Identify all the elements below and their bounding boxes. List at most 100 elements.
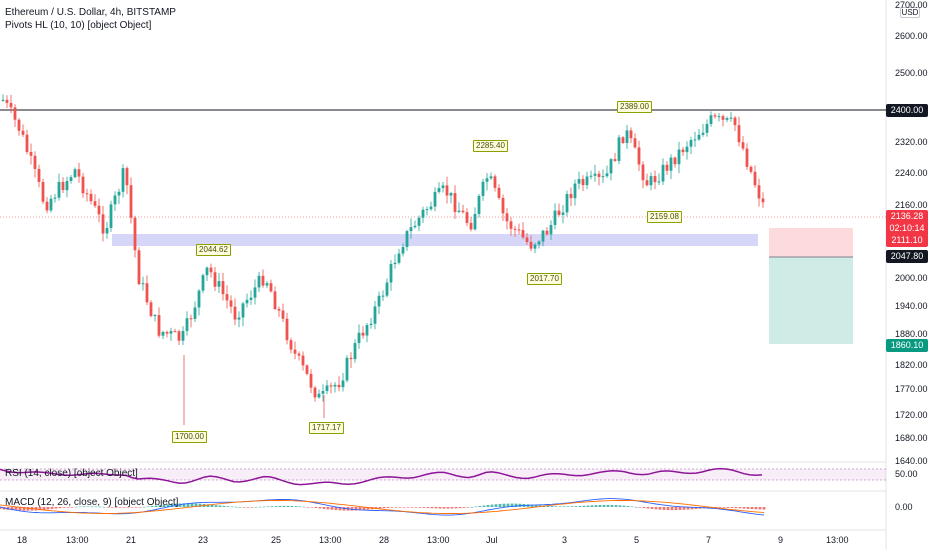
stop-loss-zone[interactable] bbox=[769, 228, 853, 257]
candle-body bbox=[657, 181, 661, 183]
price-tick: 1820.00 bbox=[895, 360, 928, 370]
macd-histogram-bar bbox=[398, 507, 402, 508]
macd-histogram-bar bbox=[198, 503, 202, 507]
candle-body bbox=[569, 193, 573, 199]
candle-body bbox=[377, 295, 381, 307]
macd-histogram-bar bbox=[58, 507, 62, 509]
macd-histogram-bar bbox=[278, 505, 282, 507]
candle-body bbox=[649, 176, 653, 186]
macd-histogram-bar bbox=[630, 506, 634, 508]
time-tick: 13:00 bbox=[319, 535, 342, 545]
price-tick: 2600.00 bbox=[895, 31, 928, 41]
macd-histogram-bar bbox=[354, 507, 358, 511]
candle-body bbox=[397, 253, 401, 263]
target-price-tag[interactable]: 1860.10 bbox=[886, 339, 928, 352]
macd-histogram-bar bbox=[750, 507, 754, 510]
macd-histogram-bar bbox=[450, 507, 454, 509]
price-axis-scale[interactable] bbox=[886, 0, 932, 530]
candle-body bbox=[629, 130, 633, 139]
candle-body bbox=[293, 349, 297, 354]
macd-histogram-bar bbox=[26, 507, 30, 511]
macd-histogram-bar bbox=[550, 506, 554, 507]
candle-body bbox=[77, 169, 81, 177]
candle-body bbox=[57, 181, 61, 198]
candle-body bbox=[189, 318, 193, 320]
pivot-high-label: 2389.00 bbox=[617, 101, 652, 113]
candle-body bbox=[669, 157, 673, 171]
macd-histogram-bar bbox=[218, 505, 222, 507]
candle-body bbox=[5, 99, 9, 103]
macd-histogram-bar bbox=[674, 507, 678, 511]
candle-body bbox=[137, 250, 141, 285]
macd-histogram-bar bbox=[86, 506, 90, 508]
candle-body bbox=[349, 357, 353, 360]
macd-histogram-bar bbox=[246, 507, 250, 508]
candle-body bbox=[345, 357, 349, 381]
macd-title[interactable]: MACD (12, 26, close, 9) [object Object] bbox=[5, 497, 179, 508]
candle-body bbox=[749, 166, 753, 172]
candle-body bbox=[113, 195, 117, 205]
resistance-price-tag[interactable]: 2400.00 bbox=[886, 104, 928, 117]
candle-body bbox=[661, 164, 665, 182]
indicator-title[interactable]: Pivots HL (10, 10) [object Object] bbox=[5, 20, 152, 31]
candle-body bbox=[333, 384, 337, 387]
macd-histogram-bar bbox=[206, 504, 210, 507]
price-tick: 1720.00 bbox=[895, 410, 928, 420]
macd-histogram-bar bbox=[498, 503, 502, 507]
macd-histogram-bar bbox=[598, 504, 602, 507]
candle-body bbox=[697, 134, 701, 140]
rsi-title[interactable]: RSI (14, close) [object Object] bbox=[5, 468, 138, 479]
macd-histogram-bar bbox=[122, 507, 126, 508]
price-tick: 2160.00 bbox=[895, 200, 928, 210]
macd-histogram-bar bbox=[110, 507, 114, 508]
macd-histogram-bar bbox=[270, 506, 274, 507]
entry-price-tag[interactable]: 2111.10 bbox=[886, 234, 928, 247]
time-axis-scale[interactable] bbox=[0, 531, 886, 550]
macd-histogram-bar bbox=[254, 506, 258, 508]
candle-body bbox=[25, 134, 29, 152]
candle-body bbox=[565, 193, 569, 213]
rsi-tick: 50.00 bbox=[895, 469, 918, 479]
currency-badge[interactable]: USD bbox=[900, 7, 920, 18]
price-tick: 2700.00 bbox=[895, 0, 928, 10]
macd-histogram-bar bbox=[482, 505, 486, 507]
candle-body bbox=[249, 297, 253, 300]
macd-histogram-bar bbox=[162, 504, 166, 507]
candle-body bbox=[97, 205, 101, 215]
macd-histogram-bar bbox=[194, 503, 198, 507]
candle-body bbox=[713, 115, 717, 117]
take-profit-zone[interactable] bbox=[769, 257, 853, 344]
time-tick: 18 bbox=[17, 535, 28, 545]
macd-histogram-bar bbox=[666, 507, 670, 511]
candle-body bbox=[37, 168, 41, 183]
support-zone[interactable] bbox=[112, 234, 758, 246]
macd-histogram-bar bbox=[310, 507, 314, 508]
candle-body bbox=[373, 306, 377, 324]
candle-body bbox=[653, 176, 657, 183]
candle-body bbox=[305, 365, 309, 374]
candle-body bbox=[741, 142, 745, 149]
macd-histogram-bar bbox=[14, 507, 18, 511]
time-tick: 13:00 bbox=[427, 535, 450, 545]
macd-histogram-bar bbox=[502, 503, 506, 507]
macd-histogram-bar bbox=[462, 507, 466, 508]
candle-body bbox=[441, 185, 445, 189]
symbol-title[interactable]: Ethereum / U.S. Dollar, 4h, BITSTAMP bbox=[5, 7, 176, 18]
candle-body bbox=[641, 164, 645, 181]
candle-body bbox=[121, 168, 125, 192]
candle-body bbox=[141, 283, 145, 285]
macd-histogram-bar bbox=[442, 507, 446, 509]
macd-histogram-bar bbox=[610, 504, 614, 507]
last-price-tag[interactable]: 2136.28 02:10:14 bbox=[886, 210, 928, 236]
candle-body bbox=[81, 176, 85, 194]
candle-body bbox=[533, 244, 537, 249]
candle-body bbox=[601, 176, 605, 178]
support-price-tag[interactable]: 2047.80 bbox=[886, 250, 928, 263]
candle-body bbox=[85, 193, 89, 195]
macd-histogram-bar bbox=[50, 507, 54, 510]
macd-histogram-bar bbox=[578, 505, 582, 507]
candle-body bbox=[365, 325, 369, 336]
time-tick: 9 bbox=[778, 535, 784, 545]
macd-histogram-bar bbox=[654, 507, 658, 510]
